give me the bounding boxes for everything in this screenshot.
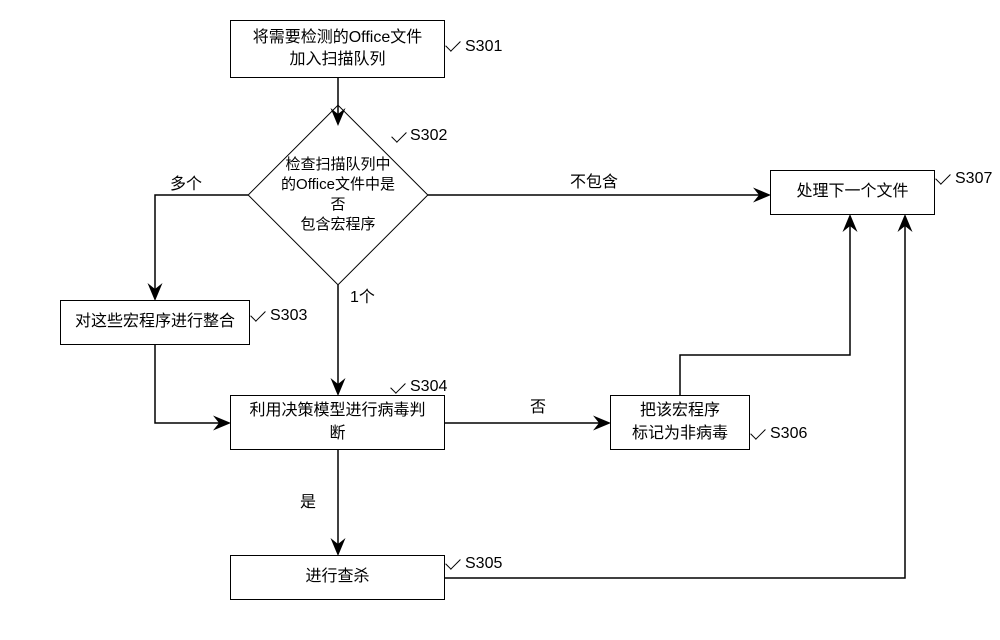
tick-s302 bbox=[391, 127, 407, 143]
node-s303: 对这些宏程序进行整合 bbox=[60, 300, 250, 345]
node-s307-label: 处理下一个文件 bbox=[796, 181, 908, 203]
tick-s301 bbox=[445, 36, 461, 52]
edge-label-not-contain: 不包含 bbox=[570, 168, 618, 192]
tick-s307 bbox=[935, 169, 951, 185]
edge-label-one: 1个 bbox=[350, 283, 375, 307]
node-s303-label: 对这些宏程序进行整合 bbox=[75, 311, 235, 333]
node-s304-label: 利用决策模型进行病毒判断 bbox=[249, 400, 425, 445]
tick-s305 bbox=[445, 554, 461, 570]
edge-label-yes: 是 bbox=[300, 488, 316, 512]
node-s302-label: 检查扫描队列中的Office文件中是否包含宏程序 bbox=[274, 155, 402, 236]
node-s305-label: 进行查杀 bbox=[305, 566, 369, 588]
node-s301: 将需要检测的Office文件加入扫描队列 bbox=[230, 20, 445, 78]
step-label-s301: S301 bbox=[465, 38, 502, 56]
node-s305: 进行查杀 bbox=[230, 555, 445, 600]
step-label-s304: S304 bbox=[410, 378, 447, 396]
step-label-s307: S307 bbox=[955, 170, 992, 188]
step-label-s303: S303 bbox=[270, 307, 307, 325]
tick-s303 bbox=[250, 306, 266, 322]
node-s304: 利用决策模型进行病毒判断 bbox=[230, 395, 445, 450]
edge-label-no: 否 bbox=[530, 393, 546, 417]
node-s302: 检查扫描队列中的Office文件中是否包含宏程序 bbox=[274, 131, 402, 259]
tick-s306 bbox=[750, 424, 766, 440]
node-s301-label: 将需要检测的Office文件加入扫描队列 bbox=[253, 27, 423, 72]
step-label-s306: S306 bbox=[770, 425, 807, 443]
edge-label-multiple: 多个 bbox=[170, 170, 202, 194]
tick-s304 bbox=[390, 378, 406, 394]
node-s307: 处理下一个文件 bbox=[770, 170, 935, 215]
node-s306: 把该宏程序标记为非病毒 bbox=[610, 395, 750, 450]
node-s306-label: 把该宏程序标记为非病毒 bbox=[632, 400, 728, 445]
step-label-s302: S302 bbox=[410, 127, 447, 145]
step-label-s305: S305 bbox=[465, 555, 502, 573]
